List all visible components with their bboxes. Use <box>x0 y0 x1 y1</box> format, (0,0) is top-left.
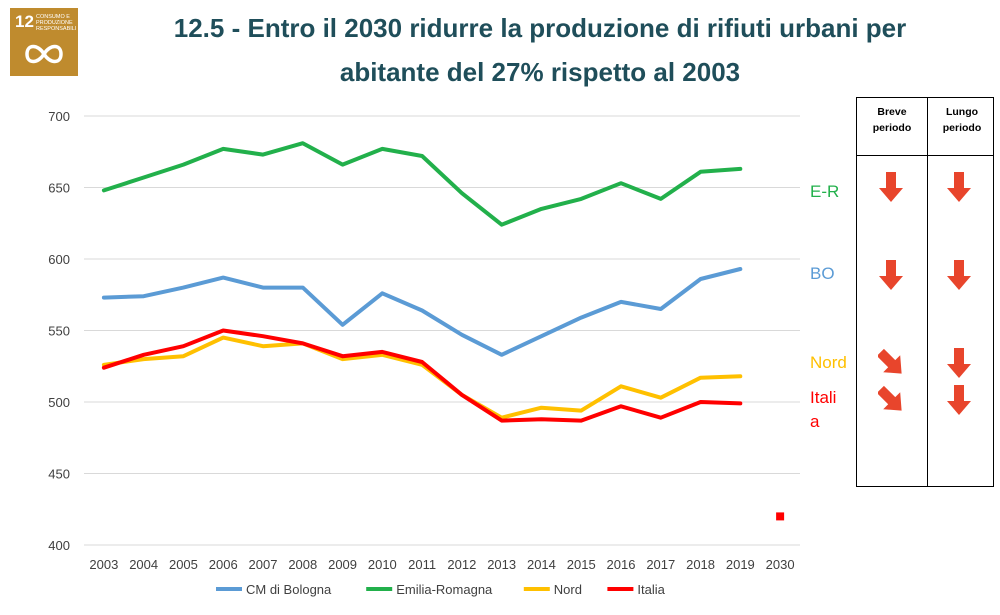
y-tick-label: 550 <box>48 324 70 339</box>
series-line-cm-di-bologna <box>101 267 743 357</box>
region-label-bo: BO <box>810 264 835 283</box>
x-tick-label: 2012 <box>447 557 476 572</box>
region-label-er: E-R <box>810 182 840 201</box>
x-tick-label: 2013 <box>487 557 516 572</box>
x-tick-label: 2003 <box>89 557 118 572</box>
x-tick-label: 2017 <box>646 557 675 572</box>
series-lines <box>101 141 743 423</box>
title-line-2: abitante del 27% rispetto al 2003 <box>339 57 741 87</box>
arrow-down-icon <box>878 170 904 204</box>
arrow-down-right-icon <box>876 346 904 380</box>
target-2030-marker <box>776 512 785 521</box>
x-tick-label: 2016 <box>607 557 636 572</box>
page-title: 12.5 - Entro il 2030 ridurre la produzio… <box>90 6 990 94</box>
y-tick-labels: 400 450 500 550 600 650 700 <box>48 109 70 553</box>
series-line-emilia-romagna <box>101 141 743 227</box>
sdg-12-badge: 12 Consumo e produzione responsabili <box>10 8 78 76</box>
sdg-text: Consumo e produzione responsabili <box>36 14 77 32</box>
arrow-down-icon <box>946 258 972 292</box>
legend-label: Italia <box>637 582 665 597</box>
grid-lines <box>84 115 800 546</box>
header-short-term: Breve periodo <box>872 106 912 134</box>
title-line-1: 12.5 - Entro il 2030 ridurre la produzio… <box>173 13 907 43</box>
region-label-nord: Nord <box>810 353 847 372</box>
y-tick-label: 650 <box>48 181 70 196</box>
legend-label: Emilia-Romagna <box>396 582 493 597</box>
region-label-italia: Itali a <box>810 388 837 431</box>
y-tick-label: 400 <box>48 538 70 553</box>
x-tick-label: 2010 <box>368 557 397 572</box>
y-tick-label: 700 <box>48 109 70 124</box>
arrow-down-icon <box>946 346 972 380</box>
legend-label: CM di Bologna <box>246 582 332 597</box>
arrow-down-icon <box>946 383 972 417</box>
series-line-nord <box>101 335 743 420</box>
infinity-icon <box>25 44 63 64</box>
x-tick-label: 2014 <box>527 557 556 572</box>
trend-assessment-table: Breve periodo Lungo periodo <box>856 97 994 487</box>
header-long-term: Lungo periodo <box>942 106 982 134</box>
column-divider <box>927 98 928 486</box>
x-tick-label: 2005 <box>169 557 198 572</box>
x-tick-label: 2006 <box>209 557 238 572</box>
y-tick-label: 500 <box>48 395 70 410</box>
series-line-italia <box>101 328 743 423</box>
arrow-down-icon <box>946 170 972 204</box>
legend: CM di Bologna Emilia-Romagna Nord Italia <box>216 582 666 597</box>
x-tick-label: 2011 <box>408 557 436 572</box>
legend-label: Nord <box>554 582 582 597</box>
x-tick-label: 2008 <box>288 557 317 572</box>
sdg-number: 12 <box>15 12 34 31</box>
x-tick-label: 2004 <box>129 557 158 572</box>
arrow-down-right-icon <box>876 383 904 417</box>
x-tick-label: 2019 <box>726 557 755 572</box>
target-marker <box>776 512 785 521</box>
y-tick-label: 450 <box>48 467 70 482</box>
arrow-down-icon <box>878 258 904 292</box>
x-tick-label: 2030 <box>766 557 795 572</box>
x-tick-label: 2007 <box>249 557 278 572</box>
x-tick-label: 2015 <box>567 557 596 572</box>
header-divider <box>857 155 993 156</box>
x-tick-labels: 2003 2004 2005 2006 2007 2008 2009 2010 2011 2012… <box>89 557 794 572</box>
x-tick-label: 2018 <box>686 557 715 572</box>
x-tick-label: 2009 <box>328 557 357 572</box>
y-tick-label: 600 <box>48 252 70 267</box>
